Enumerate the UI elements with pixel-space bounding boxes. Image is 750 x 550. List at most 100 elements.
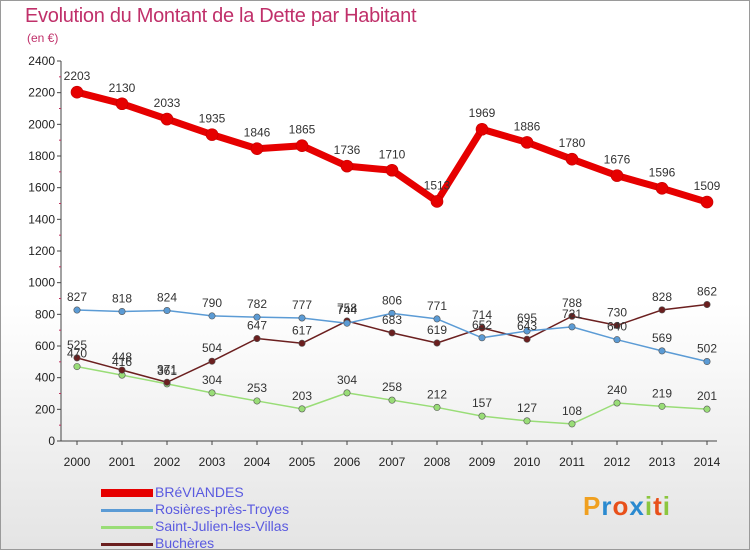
data-label-breviandes: 1935 (199, 112, 226, 126)
legend-label-bucheres: Buchères (155, 535, 215, 550)
data-label-rosieres: 721 (562, 307, 582, 321)
data-label-saint-julien: 212 (427, 387, 447, 401)
data-label-breviandes: 1710 (379, 147, 406, 161)
y-tick-label: 0 (48, 434, 55, 448)
data-label-bucheres: 647 (247, 319, 267, 333)
x-tick-label: 2008 (424, 455, 451, 469)
data-point-breviandes (520, 136, 534, 149)
data-point-saint-julien (433, 403, 441, 411)
x-tick-label: 2013 (649, 455, 676, 469)
data-label-bucheres: 448 (112, 350, 132, 364)
data-label-breviandes: 1886 (514, 119, 541, 133)
data-point-rosieres (298, 314, 306, 322)
data-point-breviandes (610, 169, 624, 182)
data-point-bucheres (658, 306, 666, 314)
data-label-saint-julien: 253 (247, 381, 267, 395)
data-point-rosieres (73, 306, 81, 314)
data-label-saint-julien: 157 (472, 396, 492, 410)
data-point-saint-julien (478, 412, 486, 420)
y-tick-label: 2000 (28, 117, 55, 131)
data-label-breviandes: 2130 (109, 81, 136, 95)
data-label-bucheres: 525 (67, 338, 87, 352)
x-tick-label: 2006 (334, 455, 361, 469)
axes: 0 200 400 600 800 1000 1200 1400 1600 1800 2000 220… (28, 54, 720, 469)
y-tick-label: 2400 (28, 54, 55, 68)
data-label-rosieres: 695 (517, 311, 537, 325)
y-tick-label: 1400 (28, 212, 55, 226)
y-tick-label: 600 (35, 339, 55, 353)
data-label-saint-julien: 201 (697, 389, 717, 403)
data-point-rosieres (208, 312, 216, 320)
data-point-breviandes (565, 152, 579, 166)
legend-label-saint-julien: Saint-Julien-les-Villas (155, 518, 289, 534)
data-label-rosieres: 790 (202, 296, 222, 310)
data-point-breviandes (340, 159, 354, 173)
data-labels: 470 416 361 304 253 203 304 258 212 157 127 108 240 2… (64, 69, 721, 418)
data-label-breviandes: 1736 (334, 143, 361, 157)
data-label-saint-julien: 470 (67, 347, 87, 361)
data-label-saint-julien: 258 (382, 380, 402, 394)
series-points (70, 85, 714, 428)
data-label-saint-julien: 304 (337, 373, 357, 387)
data-point-bucheres (253, 335, 261, 343)
data-label-saint-julien: 127 (517, 401, 537, 415)
x-tick-label: 2009 (469, 455, 496, 469)
data-point-bucheres (478, 324, 486, 332)
data-point-rosieres (388, 309, 396, 317)
data-point-breviandes (205, 128, 219, 141)
data-label-saint-julien: 416 (112, 355, 132, 369)
data-label-saint-julien: 304 (202, 373, 222, 387)
data-point-breviandes (250, 142, 264, 156)
data-label-rosieres: 777 (292, 298, 312, 312)
data-point-breviandes (115, 97, 129, 111)
data-label-breviandes: 2203 (64, 69, 91, 83)
legend-swatch-rosieres (101, 509, 153, 512)
data-point-rosieres (523, 327, 531, 335)
data-point-bucheres (298, 339, 306, 347)
legend-swatch-breviandes (101, 489, 153, 497)
data-label-rosieres: 569 (652, 331, 672, 345)
y-tick-label: 200 (35, 402, 55, 416)
data-point-bucheres (73, 354, 81, 362)
data-point-rosieres (163, 307, 171, 315)
legend-swatch-bucheres (101, 543, 153, 546)
x-tick-label: 2010 (514, 455, 541, 469)
data-label-saint-julien: 361 (157, 364, 177, 378)
data-label-saint-julien: 108 (562, 404, 582, 418)
logo-letter: i (644, 491, 654, 521)
legend-label-rosieres: Rosières-près-Troyes (155, 501, 290, 517)
data-point-rosieres (658, 347, 666, 355)
data-point-breviandes (70, 85, 84, 99)
data-label-bucheres: 643 (517, 319, 537, 333)
x-tick-label: 2007 (379, 455, 406, 469)
data-point-rosieres (568, 323, 576, 331)
data-label-bucheres: 617 (292, 323, 312, 337)
data-label-rosieres: 827 (67, 290, 87, 304)
y-tick-label: 1200 (28, 244, 55, 258)
data-point-breviandes (475, 122, 489, 136)
data-label-rosieres: 744 (337, 303, 357, 317)
data-label-breviandes: 1596 (649, 165, 676, 179)
logo-letter: o (612, 491, 630, 521)
data-label-rosieres: 652 (472, 318, 492, 332)
logo-letter: x (629, 491, 645, 521)
data-label-breviandes: 1676 (604, 153, 631, 167)
data-point-saint-julien (73, 363, 81, 371)
data-point-saint-julien (253, 397, 261, 405)
data-point-saint-julien (388, 396, 396, 404)
data-point-saint-julien (703, 405, 711, 413)
y-tick-label: 1000 (28, 276, 55, 290)
data-point-breviandes (385, 163, 399, 177)
logo-letter: P (583, 491, 602, 521)
data-point-breviandes (295, 139, 309, 153)
data-label-breviandes: 1969 (469, 106, 496, 120)
data-point-bucheres (523, 335, 531, 343)
data-point-bucheres (118, 366, 126, 374)
y-tick-label: 800 (35, 307, 55, 321)
data-point-rosieres (343, 319, 351, 327)
data-label-breviandes: 2033 (154, 96, 181, 110)
data-point-rosieres (703, 358, 711, 366)
legend-label-breviandes: BRéVIANDES (155, 484, 244, 500)
data-point-breviandes (430, 195, 444, 208)
